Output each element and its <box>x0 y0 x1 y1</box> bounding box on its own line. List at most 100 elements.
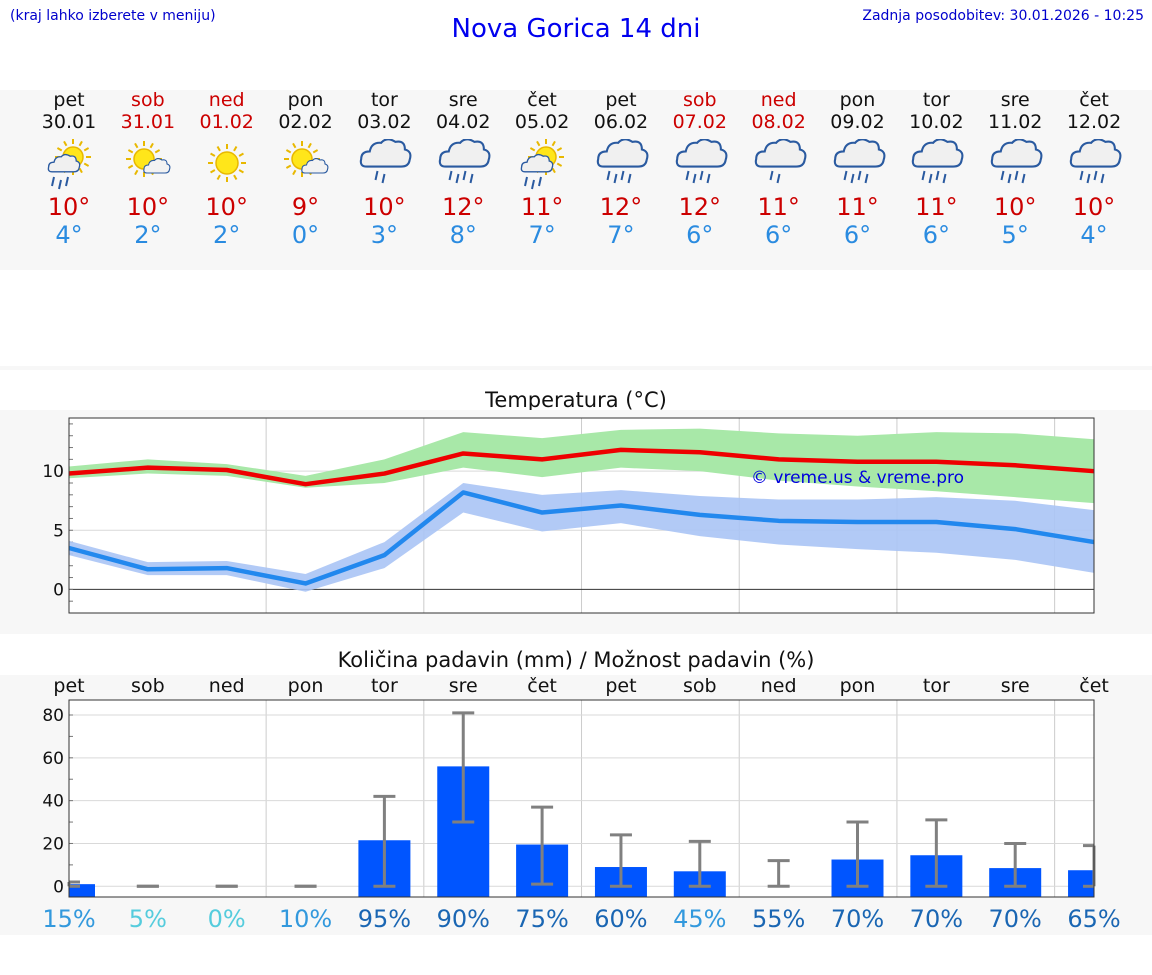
weather-icon <box>207 144 246 182</box>
error-bar <box>767 859 790 888</box>
day-name: pon <box>287 89 324 111</box>
cloud-shape <box>143 158 171 174</box>
forecast-day: tor 10.02 11° 6° <box>896 89 976 249</box>
cloud-shape <box>912 139 964 168</box>
min-temperature: 7° <box>528 221 556 249</box>
day-label: čet <box>1079 675 1109 697</box>
min-temperature: 3° <box>370 221 399 249</box>
day-name: tor <box>370 89 398 111</box>
forecast-day: sob 07.02 12° 6° <box>660 89 740 249</box>
max-temperature: 12° <box>599 193 643 221</box>
cloud-light-rain-icon <box>754 139 807 184</box>
forecast-day: pet 30.01 10° 4° <box>29 89 109 249</box>
cloud-rain-icon <box>912 139 964 184</box>
day-label: pet <box>605 675 636 697</box>
day-name: čet <box>527 89 557 111</box>
max-temperature: 10° <box>126 193 170 221</box>
error-bar <box>846 820 869 888</box>
y-tick-label: 10 <box>42 462 64 482</box>
precipitation-probability: 15% <box>42 905 95 933</box>
rain-shape <box>524 176 543 190</box>
precipitation-probability: 90% <box>437 905 490 933</box>
weather-icon <box>990 139 1043 184</box>
precipitation-probability: 5% <box>129 905 167 933</box>
cloud-rain-icon <box>439 139 491 184</box>
error-bar <box>609 833 632 888</box>
weather-icon <box>596 139 649 184</box>
day-date: 03.02 <box>357 111 412 133</box>
cloud-shape <box>300 158 329 174</box>
cloud-shape <box>360 139 412 168</box>
rain-shape <box>51 176 69 190</box>
day-name: pet <box>605 89 637 111</box>
cloud-light-rain-icon <box>360 139 412 184</box>
day-label: tor <box>923 675 950 697</box>
rain-shape <box>1000 170 1026 184</box>
min-temperature: 5° <box>1001 221 1029 249</box>
rain-shape <box>448 170 474 184</box>
sun-cloud-rain-icon <box>47 139 91 190</box>
cloud-rain-icon <box>675 139 728 184</box>
temperature-chart-title: Temperatura (°C) <box>485 388 667 412</box>
precipitation-probability: 70% <box>910 905 963 933</box>
min-temperature: 4° <box>55 221 83 249</box>
y-tick-label: 80 <box>42 706 64 726</box>
min-temperature: 4° <box>1080 221 1108 249</box>
forecast-day: pon 02.02 9° 0° <box>266 89 346 249</box>
rain-shape <box>606 170 632 184</box>
forecast-strip-background <box>0 90 1152 270</box>
day-name: sob <box>683 89 717 111</box>
day-name: čet <box>1079 89 1109 111</box>
cloud-shape <box>990 139 1043 168</box>
plot-frame <box>68 699 1095 898</box>
min-temperature: 0° <box>291 221 320 249</box>
y-tick-label: 40 <box>42 792 64 812</box>
weather-icon <box>439 139 491 184</box>
forecast-day: tor 03.02 10° 3° <box>344 89 424 249</box>
max-temperature: 11° <box>757 193 800 221</box>
precipitation-probability: 70% <box>989 905 1042 933</box>
day-label: pon <box>840 675 876 697</box>
min-temperature: 6° <box>765 221 793 249</box>
weather-icon <box>125 141 171 177</box>
weather-icon <box>47 139 91 190</box>
forecast-day: čet 12.02 10° 4° <box>1054 89 1134 249</box>
day-date: 01.02 <box>199 111 254 133</box>
max-temperature: 10° <box>205 193 248 221</box>
rain-shape <box>374 170 386 184</box>
forecast-day: ned 01.02 10° 2° <box>187 89 267 249</box>
forecast-strip: pet 30.01 10° 4° sob 31.01 10° 2° ned 01.02 10° 2° p… <box>0 89 1152 270</box>
last-updated: Zadnja posodobitev: 30.01.2026 - 10:25 <box>862 8 1144 24</box>
precipitation-probability: 0% <box>208 905 246 933</box>
rain-shape <box>769 170 781 184</box>
forecast-day: pet 06.02 12° 7° <box>581 89 661 249</box>
day-name: ned <box>208 89 245 111</box>
cloud-shape <box>520 153 554 173</box>
max-temperature: 11° <box>520 193 564 221</box>
location-hint[interactable]: (kraj lahko izberete v meniju) <box>10 8 216 24</box>
precipitation-probability: 65% <box>1067 905 1120 933</box>
sun-shape <box>207 144 246 182</box>
forecast-day: pon 09.02 11° 6° <box>818 89 898 249</box>
weather-icon <box>833 139 885 184</box>
day-name: sre <box>1000 89 1030 111</box>
day-label: sob <box>131 675 165 697</box>
day-label: sre <box>1001 675 1030 697</box>
cloud-rain-icon <box>1069 139 1122 184</box>
error-bar <box>688 839 711 888</box>
day-date: 04.02 <box>436 111 491 133</box>
cloud-shape <box>833 139 885 168</box>
precipitation-probability: 95% <box>358 905 411 933</box>
day-label: sre <box>449 675 478 697</box>
y-tick-label: 60 <box>42 749 64 769</box>
rain-shape <box>921 170 947 184</box>
day-date: 30.01 <box>41 111 97 133</box>
watermark: © vreme.us & vreme.pro <box>751 468 964 488</box>
day-date: 12.02 <box>1066 111 1122 133</box>
min-temperature: 7° <box>607 221 635 249</box>
day-name: ned <box>760 89 797 111</box>
max-temperature: 10° <box>363 193 406 221</box>
day-date: 31.01 <box>120 111 176 133</box>
max-temperature: 10° <box>993 193 1037 221</box>
sun-small-cloud-icon <box>125 141 171 177</box>
